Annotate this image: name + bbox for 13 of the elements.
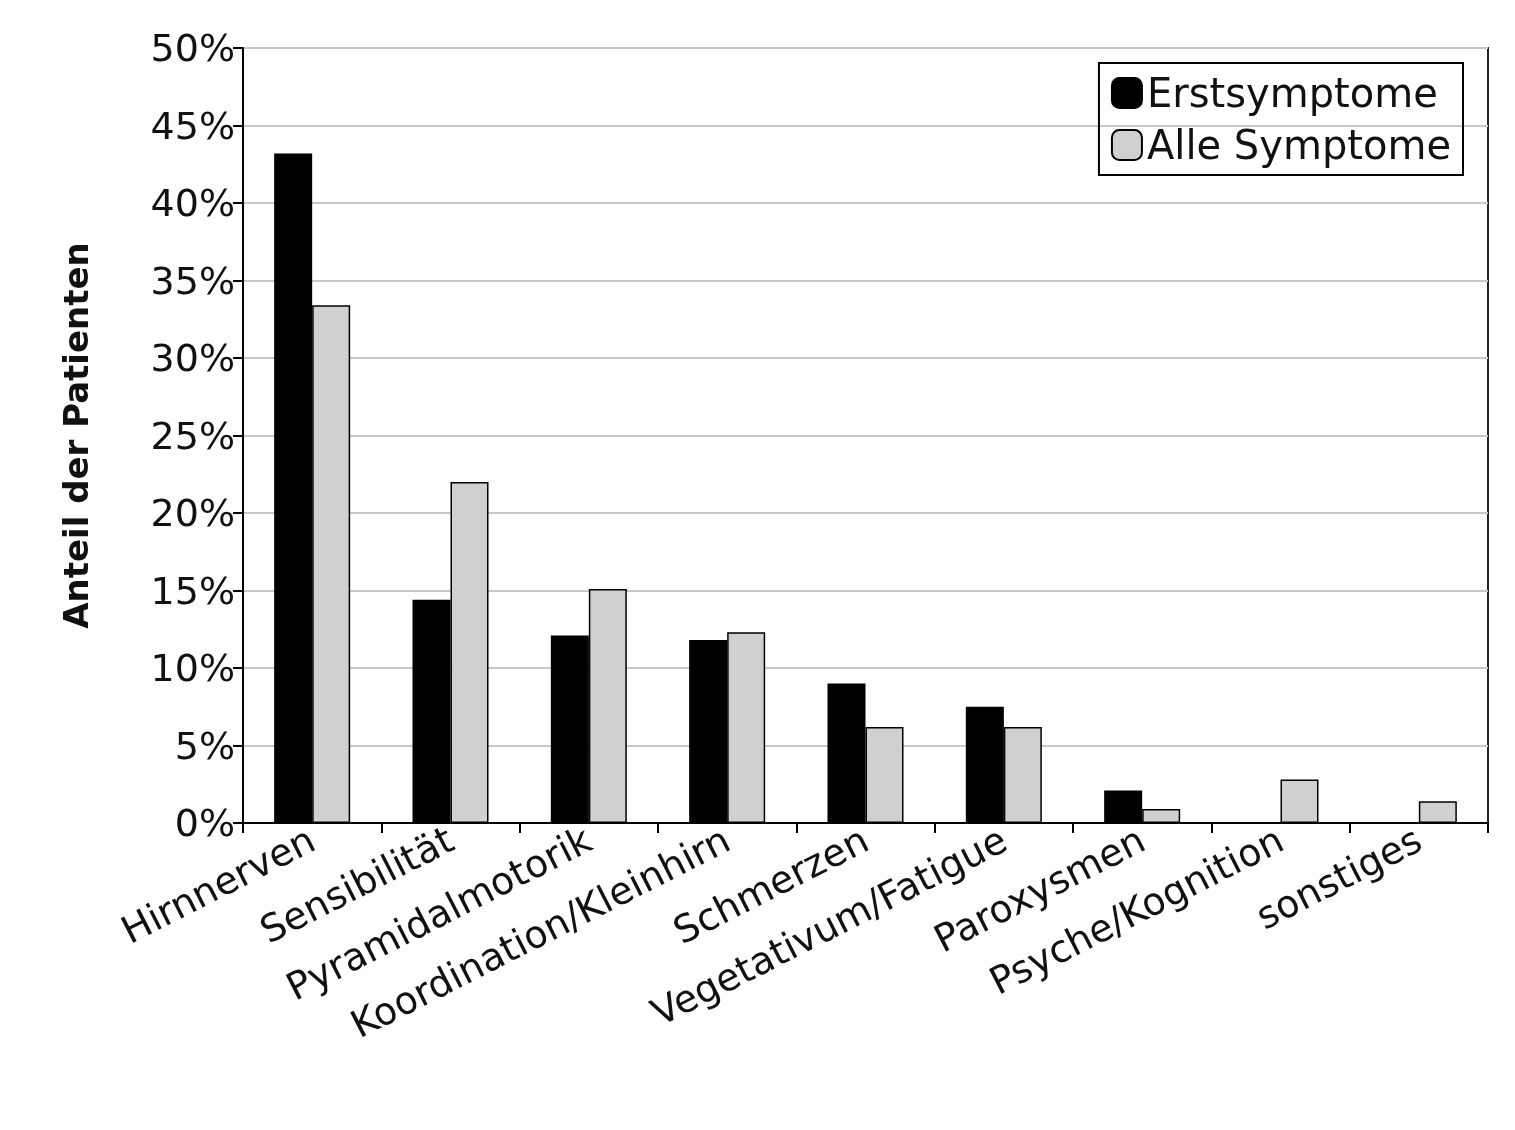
legend-label: Erstsymptome	[1146, 70, 1438, 116]
y-tick-label: 25%	[150, 413, 235, 458]
y-tick-label: 30%	[150, 336, 235, 380]
legend-label: Alle Symptome	[1146, 122, 1451, 168]
y-tick-label: 20%	[150, 491, 235, 535]
y-tick-label: 40%	[150, 181, 235, 225]
y-tick-label: 35%	[150, 258, 235, 303]
y-axis-title: Anteil der Patienten	[56, 242, 96, 629]
y-tick-label: 10%	[150, 646, 235, 690]
y-tick-label: 5%	[174, 723, 235, 768]
y-tick-label: 50%	[150, 26, 235, 70]
y-tick-label: 45%	[150, 103, 235, 148]
y-tick-label: 15%	[150, 568, 235, 613]
